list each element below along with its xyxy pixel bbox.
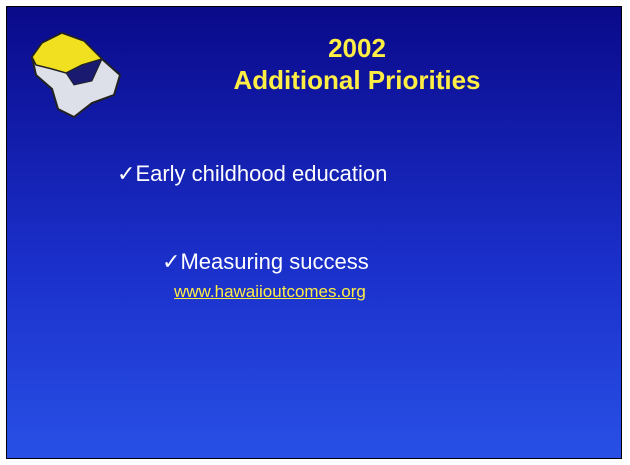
title: Additional Priorities bbox=[233, 65, 481, 95]
bullet: ✓Measuring success bbox=[162, 249, 369, 274]
island-logo bbox=[30, 31, 122, 119]
link[interactable]: www.hawaiioutcomes.org bbox=[174, 282, 366, 301]
slide: 2002 Additional Priorities ✓Early childh… bbox=[6, 6, 622, 459]
bullet-text: Measuring success bbox=[180, 249, 369, 274]
bullet: ✓Early childhood education bbox=[117, 161, 388, 186]
bullet-text: Early childhood education bbox=[135, 161, 388, 186]
title-year: 2002 bbox=[328, 33, 386, 63]
